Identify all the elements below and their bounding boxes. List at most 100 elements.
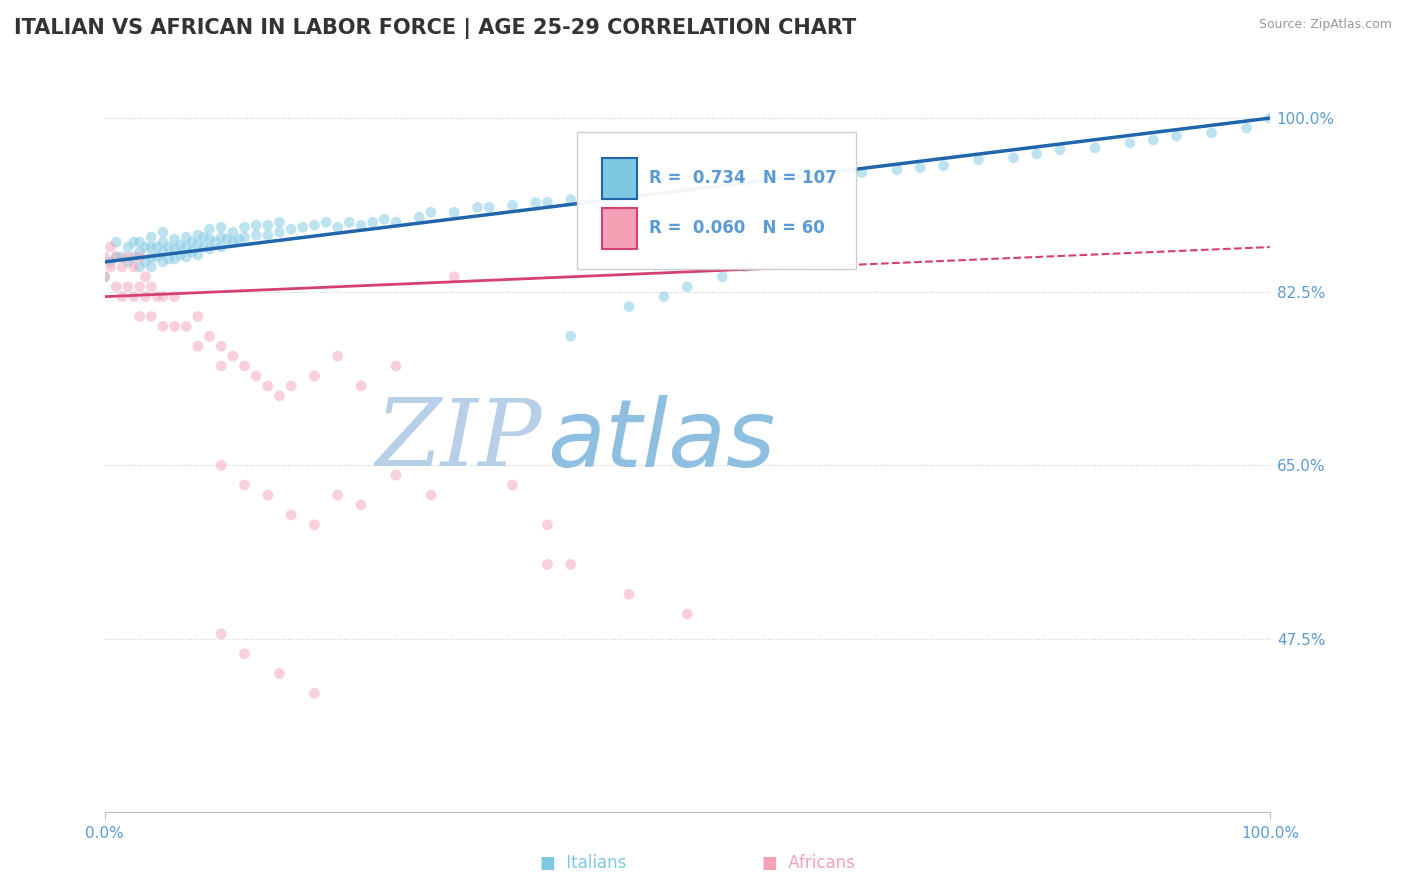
- Point: [1049, 143, 1071, 157]
- Point: [560, 329, 582, 343]
- Point: [169, 238, 191, 252]
- Point: [222, 235, 245, 249]
- Text: atlas: atlas: [547, 395, 776, 486]
- Point: [256, 219, 278, 233]
- Text: Source: ZipAtlas.com: Source: ZipAtlas.com: [1258, 18, 1392, 31]
- Point: [146, 240, 169, 254]
- Point: [269, 666, 291, 681]
- Point: [174, 230, 197, 244]
- Point: [134, 269, 156, 284]
- Point: [1236, 121, 1258, 136]
- Point: [315, 215, 337, 229]
- Point: [233, 647, 256, 661]
- Point: [419, 205, 441, 219]
- Point: [269, 225, 291, 239]
- Point: [408, 211, 430, 225]
- Point: [141, 260, 163, 274]
- Point: [128, 245, 150, 260]
- Point: [304, 517, 326, 532]
- Point: [146, 250, 169, 264]
- Point: [128, 310, 150, 324]
- Point: [269, 389, 291, 403]
- Point: [233, 359, 256, 373]
- Point: [209, 240, 232, 254]
- Point: [245, 228, 267, 243]
- Point: [128, 279, 150, 293]
- Point: [734, 176, 756, 190]
- Point: [256, 488, 278, 502]
- Point: [141, 230, 163, 244]
- Point: [304, 686, 326, 700]
- Point: [467, 200, 489, 214]
- Point: [350, 219, 373, 233]
- Point: [105, 235, 128, 249]
- Point: [100, 255, 122, 269]
- Point: [1084, 141, 1107, 155]
- Point: [326, 349, 349, 363]
- Point: [419, 488, 441, 502]
- Point: [228, 232, 250, 246]
- Point: [163, 290, 186, 304]
- Bar: [602, 208, 637, 249]
- Point: [304, 369, 326, 384]
- Point: [1119, 136, 1142, 150]
- Point: [524, 195, 547, 210]
- Point: [815, 169, 838, 183]
- Point: [209, 220, 232, 235]
- Point: [215, 232, 238, 246]
- Point: [443, 205, 465, 219]
- Point: [117, 240, 139, 254]
- Point: [1201, 126, 1223, 140]
- Point: [1025, 146, 1047, 161]
- Point: [617, 300, 640, 314]
- Point: [100, 260, 122, 274]
- Point: [187, 248, 209, 262]
- Point: [222, 225, 245, 239]
- Point: [932, 159, 955, 173]
- Point: [93, 250, 115, 264]
- Point: [209, 627, 232, 641]
- Point: [676, 279, 699, 293]
- Point: [134, 255, 156, 269]
- Point: [174, 250, 197, 264]
- Point: [560, 558, 582, 572]
- Point: [163, 319, 186, 334]
- Point: [163, 232, 186, 246]
- Point: [209, 339, 232, 353]
- FancyBboxPatch shape: [576, 132, 856, 269]
- Point: [501, 478, 523, 492]
- Point: [187, 339, 209, 353]
- Point: [582, 190, 605, 204]
- Point: [152, 245, 174, 260]
- Point: [117, 255, 139, 269]
- Point: [122, 250, 145, 264]
- Point: [617, 587, 640, 601]
- Point: [304, 219, 326, 233]
- Point: [163, 252, 186, 266]
- Point: [187, 238, 209, 252]
- Point: [711, 269, 734, 284]
- Point: [560, 193, 582, 207]
- Point: [111, 290, 134, 304]
- Point: [851, 166, 873, 180]
- Point: [967, 153, 990, 167]
- Point: [326, 220, 349, 235]
- Point: [105, 279, 128, 293]
- Point: [350, 379, 373, 393]
- Point: [105, 250, 128, 264]
- Text: ■  Africans: ■ Africans: [762, 855, 855, 872]
- Point: [1142, 133, 1164, 147]
- Point: [630, 186, 652, 201]
- Point: [337, 215, 360, 229]
- Point: [122, 235, 145, 249]
- Point: [157, 252, 180, 266]
- Point: [233, 478, 256, 492]
- Point: [910, 161, 932, 175]
- Point: [174, 240, 197, 254]
- Point: [886, 162, 908, 177]
- Point: [100, 240, 122, 254]
- Point: [198, 222, 221, 236]
- Point: [536, 195, 558, 210]
- Point: [536, 517, 558, 532]
- Point: [198, 329, 221, 343]
